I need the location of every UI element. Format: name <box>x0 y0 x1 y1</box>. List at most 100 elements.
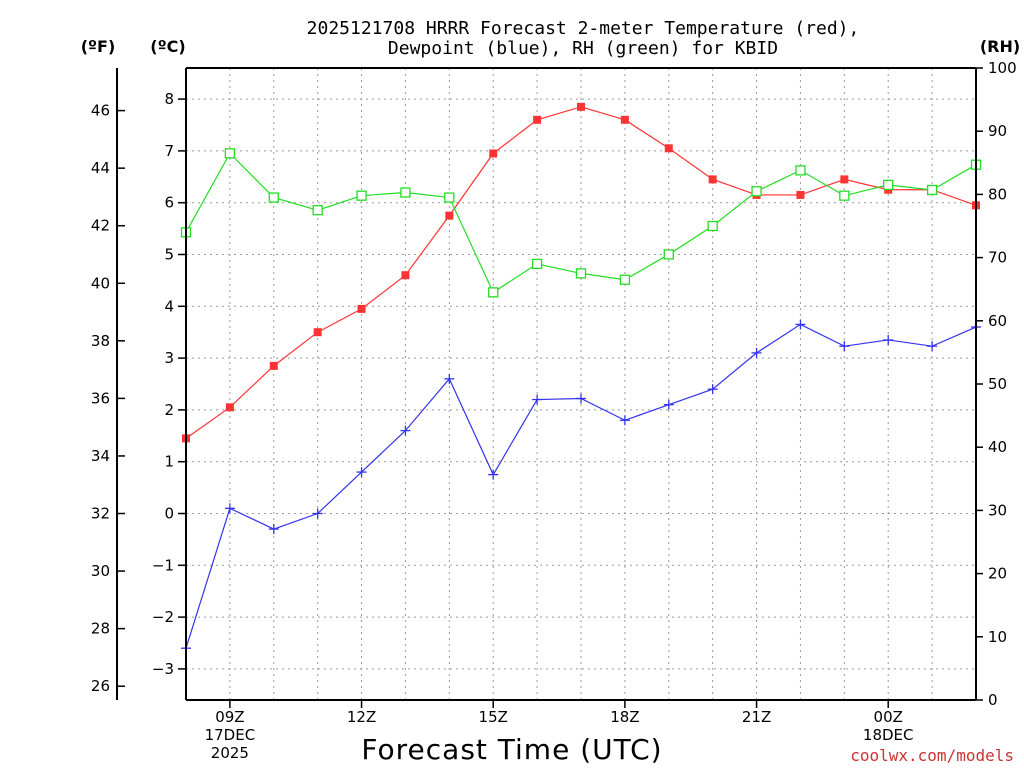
temperature-point <box>664 144 673 153</box>
dewpoint-point <box>576 393 586 404</box>
dewpoint-point <box>619 415 630 426</box>
rh-point <box>839 190 850 201</box>
rh-point <box>488 287 499 298</box>
dewpoint-point <box>268 524 279 535</box>
rh-tick-label: 80 <box>988 185 1007 203</box>
celsius-tick-label: 7 <box>164 142 174 160</box>
rh-point <box>619 274 631 285</box>
dewpoint-point <box>224 503 235 514</box>
celsius-tick-label: −3 <box>152 660 174 678</box>
rh-tick-label: 90 <box>988 122 1007 140</box>
rh-point <box>224 148 236 159</box>
dewpoint-point <box>883 334 894 345</box>
x-axis-label: Forecast Time (UTC) <box>361 733 662 766</box>
rh-point <box>531 258 543 270</box>
dewpoint-point <box>532 394 543 405</box>
celsius-tick-label: 6 <box>164 194 174 212</box>
celsius-tick-label: 4 <box>164 297 174 315</box>
axes <box>116 67 983 708</box>
fahrenheit-tick-label: 38 <box>91 332 110 350</box>
temperature-point <box>708 175 717 184</box>
fahrenheit-tick-label: 30 <box>91 562 110 580</box>
rh-point <box>795 165 806 176</box>
temperature-point <box>445 211 454 220</box>
celsius-tick-label: 3 <box>164 349 174 367</box>
rh-tick-label: 100 <box>988 59 1017 77</box>
dewpoint-point <box>488 469 499 480</box>
fahrenheit-tick-label: 42 <box>91 217 110 235</box>
temperature-point <box>577 102 585 111</box>
rh-tick-label: 40 <box>988 438 1007 456</box>
fahrenheit-tick-label: 36 <box>91 389 110 407</box>
x-tick-label: 2025 <box>211 744 249 762</box>
rh-tick-label: 50 <box>988 375 1007 393</box>
celsius-tick-label: −2 <box>152 608 174 626</box>
rh-point <box>575 268 587 279</box>
rh-point <box>707 220 718 232</box>
x-tick-label: 15Z <box>479 708 508 726</box>
rh-axis-label: (RH) <box>980 37 1020 56</box>
series-layer <box>180 102 982 654</box>
fahrenheit-tick-label: 44 <box>91 159 110 177</box>
x-tick-label: 18DEC <box>863 726 914 744</box>
rh-tick-label: 0 <box>988 691 998 709</box>
fahrenheit-tick-label: 26 <box>91 677 110 695</box>
dewpoint-line <box>185 323 977 649</box>
celsius-tick-label: −1 <box>152 556 174 574</box>
temperature-point <box>225 403 234 412</box>
temperature-point <box>796 190 805 199</box>
rh-point <box>926 184 938 196</box>
dewpoint-point <box>312 508 323 519</box>
temperature-point <box>401 271 410 280</box>
chart-title-line1: 2025121708 HRRR Forecast 2-meter Tempera… <box>307 18 860 39</box>
fahrenheit-axis-label: (ºF) <box>81 37 116 56</box>
temperature-point <box>620 115 629 124</box>
celsius-tick-label: 1 <box>164 453 174 471</box>
credit-text: coolwx.com/models <box>850 746 1014 765</box>
fahrenheit-tick-label: 34 <box>91 447 110 465</box>
fahrenheit-tick-label: 32 <box>91 505 110 523</box>
x-tick-label: 09Z <box>215 708 244 726</box>
rh-point <box>663 249 674 260</box>
rh-point <box>751 186 762 197</box>
dewpoint-point <box>795 319 806 330</box>
rh-point <box>356 190 367 201</box>
tick-labels: −3−2−10123456782628303234363840424446010… <box>91 59 1017 762</box>
fahrenheit-tick-label: 40 <box>91 274 110 292</box>
x-tick-label: 18Z <box>610 708 639 726</box>
rh-tick-label: 30 <box>988 501 1007 519</box>
celsius-tick-label: 0 <box>164 505 174 523</box>
dewpoint-point <box>751 347 762 358</box>
rh-point <box>883 179 894 191</box>
celsius-tick-label: 5 <box>164 245 174 263</box>
dewpoint-point <box>356 467 367 478</box>
chart-title-line2: Dewpoint (blue), RH (green) for KBID <box>388 38 778 59</box>
x-tick-label: 00Z <box>874 708 903 726</box>
temperature-point <box>840 175 849 184</box>
rh-tick-label: 60 <box>988 312 1007 330</box>
fahrenheit-tick-label: 28 <box>91 620 110 638</box>
dewpoint-point <box>663 399 674 410</box>
x-tick-label: 21Z <box>742 708 771 726</box>
grid-lines <box>186 68 976 700</box>
temperature-point <box>313 328 322 337</box>
rh-point <box>268 192 279 203</box>
temperature-point <box>269 361 278 370</box>
x-tick-label: 17DEC <box>205 726 256 744</box>
rh-tick-label: 70 <box>988 249 1007 267</box>
rh-point <box>444 192 455 203</box>
dewpoint-point <box>707 384 718 395</box>
dewpoint-point <box>839 341 850 352</box>
rh-tick-label: 20 <box>988 565 1007 583</box>
dewpoint-point <box>444 373 455 384</box>
x-tick-label: 12Z <box>347 708 376 726</box>
temperature-point <box>489 149 498 158</box>
rh-tick-label: 10 <box>988 628 1007 646</box>
temperature-point <box>357 304 366 313</box>
dewpoint-point <box>400 425 411 436</box>
temperature-point <box>533 115 542 124</box>
rh-point <box>312 205 323 216</box>
celsius-axis-label: (ºC) <box>150 37 185 56</box>
dewpoint-point <box>927 341 938 352</box>
